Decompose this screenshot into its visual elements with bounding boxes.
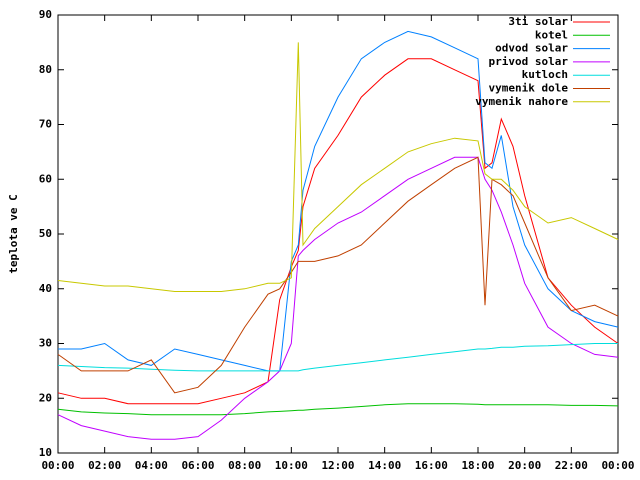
- series-line: [58, 30, 619, 372]
- legend-label: odvod solar: [495, 42, 568, 55]
- x-tick-label: 08:00: [228, 459, 261, 472]
- series-line: [57, 403, 619, 416]
- y-axis-label: teplota ve C: [7, 194, 20, 273]
- x-tick-label: 20:00: [508, 459, 541, 472]
- x-tick-label: 12:00: [321, 459, 354, 472]
- x-tick-label: 10:00: [275, 459, 308, 472]
- x-tick-label: 18:00: [461, 459, 494, 472]
- y-tick-label: 20: [39, 391, 52, 404]
- x-tick-label: 00:00: [41, 459, 74, 472]
- series-line: [57, 156, 619, 394]
- series-line: [57, 156, 619, 440]
- legend-label: kotel: [535, 28, 568, 41]
- x-tick-label: 14:00: [368, 459, 401, 472]
- legend-label: vymenik dole: [489, 82, 569, 95]
- y-tick-label: 60: [39, 172, 52, 185]
- legend-label: 3ti solar: [508, 15, 568, 28]
- series-line: [57, 343, 618, 372]
- x-tick-label: 22:00: [555, 459, 588, 472]
- legend-label: kutloch: [522, 68, 568, 81]
- y-tick-label: 50: [39, 227, 52, 240]
- y-tick-label: 80: [39, 63, 52, 76]
- legend-label: vymenik nahore: [475, 95, 568, 108]
- y-tick-label: 40: [39, 282, 52, 295]
- y-tick-label: 70: [39, 118, 52, 131]
- y-tick-label: 30: [39, 337, 52, 350]
- x-tick-label: 02:00: [88, 459, 121, 472]
- x-tick-label: 00:00: [601, 459, 634, 472]
- y-tick-label: 90: [39, 8, 52, 21]
- y-tick-label: 10: [39, 446, 52, 459]
- series-line: [57, 58, 619, 405]
- x-tick-label: 16:00: [415, 459, 448, 472]
- legend-label: privod solar: [489, 55, 569, 68]
- series-line: [57, 42, 619, 292]
- x-tick-label: 04:00: [135, 459, 168, 472]
- x-tick-label: 06:00: [181, 459, 214, 472]
